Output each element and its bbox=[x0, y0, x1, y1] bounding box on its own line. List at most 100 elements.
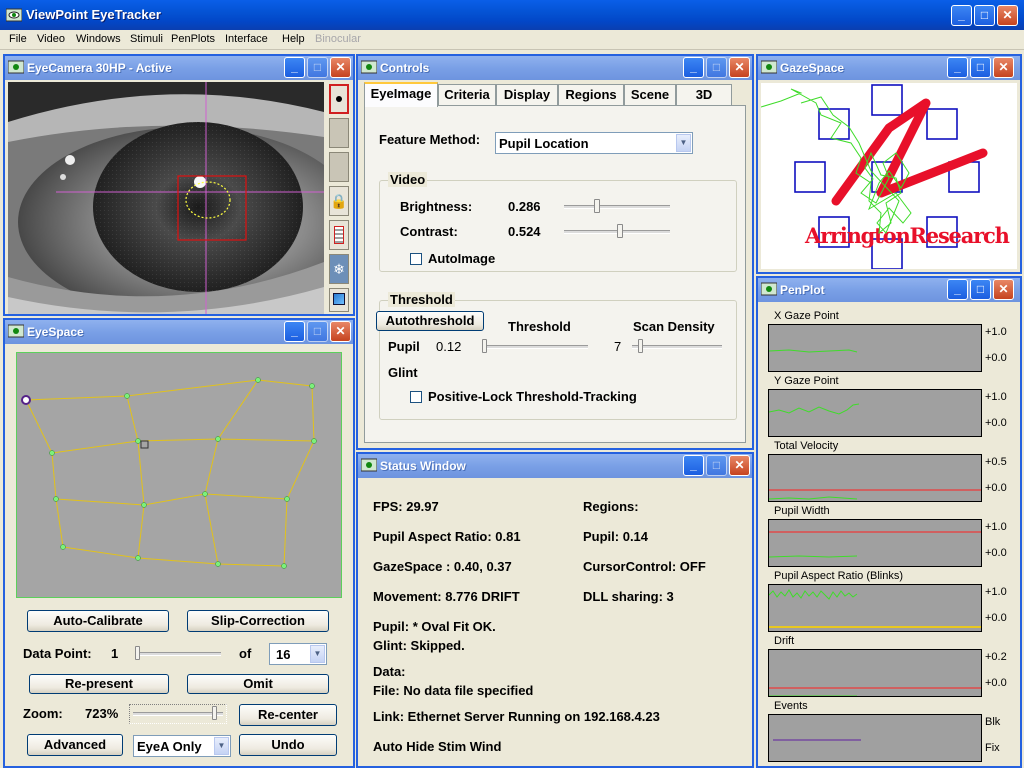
eyespace-calibration-map[interactable] bbox=[16, 352, 342, 598]
scan-density-label: Scan Density bbox=[633, 319, 715, 334]
close-icon[interactable]: ✕ bbox=[729, 57, 750, 78]
dot-icon bbox=[336, 96, 342, 102]
menu-interface[interactable]: Interface bbox=[225, 33, 268, 45]
positive-lock-checkbox[interactable] bbox=[410, 391, 422, 403]
data-point-slider-thumb[interactable] bbox=[135, 646, 140, 660]
maximize-icon[interactable]: □ bbox=[970, 57, 991, 78]
close-icon[interactable]: ✕ bbox=[997, 5, 1018, 26]
penplot-label-events: Events bbox=[774, 700, 808, 712]
menu-stimuli[interactable]: Stimuli bbox=[130, 33, 164, 45]
status-regions: Regions: bbox=[583, 499, 639, 514]
chevron-down-icon[interactable]: ▼ bbox=[676, 134, 691, 152]
feature-method-dropdown[interactable]: Pupil Location ▼ bbox=[495, 132, 693, 154]
brightness-slider[interactable] bbox=[564, 205, 670, 209]
data-point-value: 1 bbox=[111, 646, 119, 661]
controls-titlebar: Controls _ □ ✕ bbox=[358, 56, 752, 80]
penplot-total-velocity-bottom: +0.0 bbox=[985, 482, 1007, 494]
tab-display[interactable]: Display bbox=[496, 84, 558, 106]
pupil-threshold-slider[interactable] bbox=[482, 345, 588, 349]
menu-penplots[interactable]: PenPlots bbox=[171, 33, 216, 45]
close-icon[interactable]: ✕ bbox=[993, 57, 1014, 78]
gazespace-display[interactable]: ArringtonResearch bbox=[761, 83, 1017, 269]
menu-windows[interactable]: Windows bbox=[76, 33, 121, 45]
status-pupil-aspect: Pupil Aspect Ratio: 0.81 bbox=[373, 529, 521, 544]
data-point-total-select[interactable]: 16 ▼ bbox=[269, 643, 327, 665]
chart-icon[interactable] bbox=[329, 288, 349, 312]
close-icon[interactable]: ✕ bbox=[729, 455, 750, 476]
lock-icon[interactable]: 🔒 bbox=[329, 186, 349, 216]
omit-button[interactable]: Omit bbox=[187, 674, 329, 694]
close-icon[interactable]: ✕ bbox=[993, 279, 1014, 300]
minimize-icon[interactable]: _ bbox=[683, 57, 704, 78]
maximize-icon[interactable]: □ bbox=[970, 279, 991, 300]
minimize-icon[interactable]: _ bbox=[951, 5, 972, 26]
autothreshold-button[interactable]: Autothreshold bbox=[376, 311, 484, 331]
zoom-slider-thumb[interactable] bbox=[212, 706, 217, 720]
penplot-window: PenPlot _ □ ✕ X Gaze Point +1.0 +0.0 Y G… bbox=[756, 276, 1022, 768]
minimize-icon[interactable]: _ bbox=[284, 57, 305, 78]
status-glint: Glint: Skipped. bbox=[373, 638, 465, 653]
menu-file[interactable]: File bbox=[9, 33, 27, 45]
toolbar-button-3[interactable] bbox=[329, 152, 349, 182]
data-point-slider[interactable] bbox=[135, 652, 221, 656]
undo-button[interactable]: Undo bbox=[239, 734, 337, 756]
re-center-button[interactable]: Re-center bbox=[239, 704, 337, 726]
record-button[interactable] bbox=[329, 84, 349, 114]
menu-bar: File Video Windows Stimuli PenPlots Inte… bbox=[0, 30, 1024, 50]
status-link: Link: Ethernet Server Running on 192.168… bbox=[373, 709, 660, 724]
minimize-icon[interactable]: _ bbox=[947, 57, 968, 78]
maximize-icon[interactable]: □ bbox=[974, 5, 995, 26]
close-icon[interactable]: ✕ bbox=[330, 321, 351, 342]
minimize-icon[interactable]: _ bbox=[683, 455, 704, 476]
minimize-icon[interactable]: _ bbox=[947, 279, 968, 300]
scan-density-slider[interactable] bbox=[632, 345, 722, 349]
zoom-slider[interactable] bbox=[133, 712, 223, 716]
re-present-button[interactable]: Re-present bbox=[29, 674, 169, 694]
toolbar-button-2[interactable] bbox=[329, 118, 349, 148]
auto-calibrate-button[interactable]: Auto-Calibrate bbox=[27, 610, 169, 632]
menu-help[interactable]: Help bbox=[282, 33, 305, 45]
tab-eyeimage[interactable]: EyeImage bbox=[364, 82, 438, 107]
chevron-down-icon[interactable]: ▼ bbox=[214, 737, 229, 755]
eyespace-window: EyeSpace _ □ ✕ Auto-Calibrate Slip-Corre… bbox=[3, 318, 355, 768]
penplot-y-gaze-bottom: +0.0 bbox=[985, 417, 1007, 429]
penplot-drift-top: +0.2 bbox=[985, 651, 1007, 663]
tab-3d[interactable]: 3D bbox=[676, 84, 732, 106]
penplot-drift-bottom: +0.0 bbox=[985, 677, 1007, 689]
video-group: Video Brightness: 0.286 Contrast: 0.524 … bbox=[379, 172, 737, 272]
eye-select-dropdown[interactable]: EyeA Only ▼ bbox=[133, 735, 231, 757]
menu-video[interactable]: Video bbox=[37, 33, 65, 45]
chevron-down-icon[interactable]: ▼ bbox=[310, 645, 325, 663]
penplot-pupil-width-bottom: +0.0 bbox=[985, 547, 1007, 559]
threshold-icon[interactable] bbox=[329, 220, 349, 250]
contrast-slider-thumb[interactable] bbox=[617, 224, 623, 238]
threshold-group: Threshold Autothreshold Threshold Scan D… bbox=[376, 292, 737, 420]
video-group-label: Video bbox=[388, 172, 428, 187]
tab-criteria[interactable]: Criteria bbox=[438, 84, 496, 106]
eye-select-value: EyeA Only bbox=[137, 739, 202, 754]
threshold-label: Threshold bbox=[508, 319, 571, 334]
penplot-pupil-width bbox=[768, 519, 982, 567]
scan-density-slider-thumb[interactable] bbox=[638, 339, 643, 353]
tab-regions[interactable]: Regions bbox=[558, 84, 624, 106]
maximize-icon: □ bbox=[307, 57, 328, 78]
penplot-x-gaze bbox=[768, 324, 982, 372]
minimize-icon[interactable]: _ bbox=[284, 321, 305, 342]
autoimage-checkbox[interactable] bbox=[410, 253, 422, 265]
eye-camera-image[interactable] bbox=[8, 82, 324, 314]
slip-correction-button[interactable]: Slip-Correction bbox=[187, 610, 329, 632]
snowflake-icon[interactable]: ❄ bbox=[329, 254, 349, 284]
penplot-total-velocity-top: +0.5 bbox=[985, 456, 1007, 468]
eye-icon bbox=[761, 60, 777, 74]
glint-label: Glint bbox=[388, 365, 418, 380]
pupil-threshold-slider-thumb[interactable] bbox=[482, 339, 487, 353]
pupil-threshold-label: Pupil bbox=[388, 339, 420, 354]
maximize-icon: □ bbox=[307, 321, 328, 342]
advanced-button[interactable]: Advanced bbox=[27, 734, 123, 756]
penplot-pupil-aspect-bottom: +0.0 bbox=[985, 612, 1007, 624]
close-icon[interactable]: ✕ bbox=[330, 57, 351, 78]
tab-scene[interactable]: Scene bbox=[624, 84, 676, 106]
brightness-slider-thumb[interactable] bbox=[594, 199, 600, 213]
status-file: File: No data file specified bbox=[373, 683, 534, 698]
app-titlebar: ViewPoint EyeTracker _ □ ✕ bbox=[0, 0, 1024, 30]
